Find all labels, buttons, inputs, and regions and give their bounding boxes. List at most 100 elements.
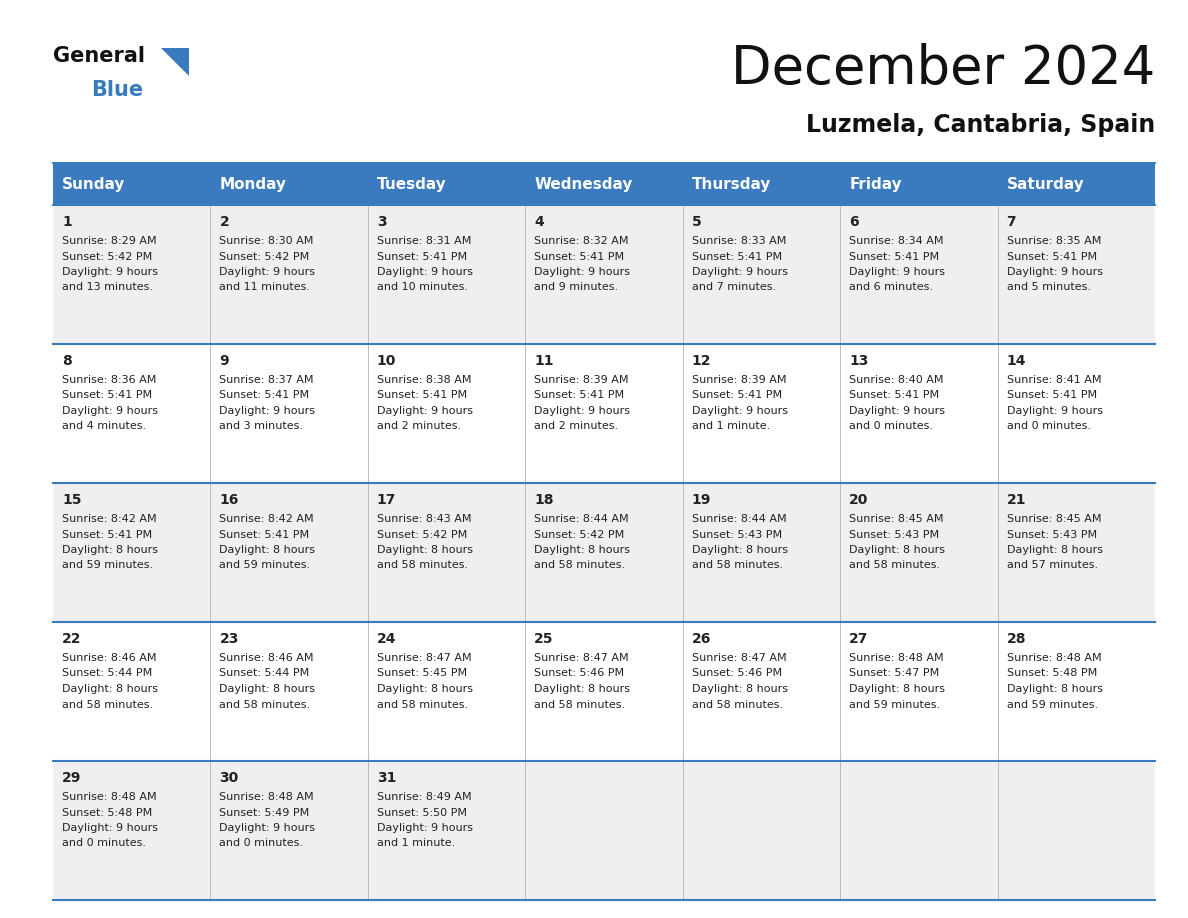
Text: and 0 minutes.: and 0 minutes. bbox=[1006, 421, 1091, 431]
Text: Daylight: 8 hours: Daylight: 8 hours bbox=[62, 684, 158, 694]
Polygon shape bbox=[162, 48, 189, 76]
Text: Daylight: 9 hours: Daylight: 9 hours bbox=[849, 406, 946, 416]
Text: Sunset: 5:41 PM: Sunset: 5:41 PM bbox=[535, 390, 625, 400]
Text: and 0 minutes.: and 0 minutes. bbox=[849, 421, 933, 431]
Text: Sunrise: 8:39 AM: Sunrise: 8:39 AM bbox=[535, 375, 628, 385]
Text: Daylight: 8 hours: Daylight: 8 hours bbox=[1006, 684, 1102, 694]
Text: and 13 minutes.: and 13 minutes. bbox=[62, 283, 153, 293]
Text: Blue: Blue bbox=[91, 80, 143, 100]
Text: Sunset: 5:41 PM: Sunset: 5:41 PM bbox=[377, 252, 467, 262]
Text: 10: 10 bbox=[377, 354, 397, 368]
Text: Saturday: Saturday bbox=[1006, 176, 1085, 192]
Text: Sunrise: 8:38 AM: Sunrise: 8:38 AM bbox=[377, 375, 472, 385]
Text: 5: 5 bbox=[691, 215, 701, 229]
Text: 6: 6 bbox=[849, 215, 859, 229]
Text: and 58 minutes.: and 58 minutes. bbox=[691, 561, 783, 570]
Text: Sunset: 5:42 PM: Sunset: 5:42 PM bbox=[62, 252, 152, 262]
Text: December 2024: December 2024 bbox=[731, 43, 1155, 95]
Text: Sunset: 5:45 PM: Sunset: 5:45 PM bbox=[377, 668, 467, 678]
Text: Sunrise: 8:42 AM: Sunrise: 8:42 AM bbox=[62, 514, 157, 524]
Text: 30: 30 bbox=[220, 771, 239, 785]
Text: Thursday: Thursday bbox=[691, 176, 771, 192]
Text: 7: 7 bbox=[1006, 215, 1016, 229]
Text: Sunset: 5:46 PM: Sunset: 5:46 PM bbox=[691, 668, 782, 678]
Text: 24: 24 bbox=[377, 632, 397, 646]
Text: Sunset: 5:41 PM: Sunset: 5:41 PM bbox=[1006, 252, 1097, 262]
Text: Sunrise: 8:33 AM: Sunrise: 8:33 AM bbox=[691, 236, 786, 246]
Text: Sunrise: 8:36 AM: Sunrise: 8:36 AM bbox=[62, 375, 157, 385]
Text: Daylight: 9 hours: Daylight: 9 hours bbox=[62, 406, 158, 416]
Text: Sunset: 5:41 PM: Sunset: 5:41 PM bbox=[691, 390, 782, 400]
Text: and 58 minutes.: and 58 minutes. bbox=[535, 561, 625, 570]
Text: Sunrise: 8:42 AM: Sunrise: 8:42 AM bbox=[220, 514, 314, 524]
Text: Sunrise: 8:46 AM: Sunrise: 8:46 AM bbox=[220, 653, 314, 663]
Text: Daylight: 9 hours: Daylight: 9 hours bbox=[220, 406, 316, 416]
Text: 25: 25 bbox=[535, 632, 554, 646]
Bar bbox=[53, 761, 1155, 900]
Text: Daylight: 8 hours: Daylight: 8 hours bbox=[535, 545, 631, 555]
Text: Sunrise: 8:35 AM: Sunrise: 8:35 AM bbox=[1006, 236, 1101, 246]
Text: Sunrise: 8:34 AM: Sunrise: 8:34 AM bbox=[849, 236, 943, 246]
Text: 22: 22 bbox=[62, 632, 82, 646]
Text: Sunset: 5:43 PM: Sunset: 5:43 PM bbox=[849, 530, 940, 540]
Text: and 4 minutes.: and 4 minutes. bbox=[62, 421, 146, 431]
Text: Daylight: 9 hours: Daylight: 9 hours bbox=[849, 267, 946, 277]
Text: Daylight: 9 hours: Daylight: 9 hours bbox=[535, 406, 631, 416]
Text: and 58 minutes.: and 58 minutes. bbox=[377, 700, 468, 710]
Text: Sunrise: 8:48 AM: Sunrise: 8:48 AM bbox=[220, 792, 314, 802]
Text: Daylight: 9 hours: Daylight: 9 hours bbox=[220, 823, 316, 833]
Text: and 2 minutes.: and 2 minutes. bbox=[377, 421, 461, 431]
Text: Sunset: 5:47 PM: Sunset: 5:47 PM bbox=[849, 668, 940, 678]
Text: Sunset: 5:41 PM: Sunset: 5:41 PM bbox=[535, 252, 625, 262]
Text: 16: 16 bbox=[220, 493, 239, 507]
Text: Sunset: 5:41 PM: Sunset: 5:41 PM bbox=[377, 390, 467, 400]
Text: 13: 13 bbox=[849, 354, 868, 368]
Text: Daylight: 9 hours: Daylight: 9 hours bbox=[535, 267, 631, 277]
Text: Sunset: 5:41 PM: Sunset: 5:41 PM bbox=[62, 530, 152, 540]
Text: 3: 3 bbox=[377, 215, 386, 229]
Text: Sunset: 5:41 PM: Sunset: 5:41 PM bbox=[849, 252, 940, 262]
Text: Daylight: 9 hours: Daylight: 9 hours bbox=[220, 267, 316, 277]
Text: 12: 12 bbox=[691, 354, 712, 368]
Text: and 58 minutes.: and 58 minutes. bbox=[220, 700, 310, 710]
Text: Daylight: 9 hours: Daylight: 9 hours bbox=[1006, 406, 1102, 416]
Text: Sunset: 5:46 PM: Sunset: 5:46 PM bbox=[535, 668, 625, 678]
Text: Sunrise: 8:32 AM: Sunrise: 8:32 AM bbox=[535, 236, 628, 246]
Text: 14: 14 bbox=[1006, 354, 1026, 368]
Text: and 59 minutes.: and 59 minutes. bbox=[1006, 700, 1098, 710]
Text: and 2 minutes.: and 2 minutes. bbox=[535, 421, 619, 431]
Text: Sunrise: 8:30 AM: Sunrise: 8:30 AM bbox=[220, 236, 314, 246]
Bar bbox=[53, 344, 1155, 483]
Text: 15: 15 bbox=[62, 493, 82, 507]
Text: and 1 minute.: and 1 minute. bbox=[691, 421, 770, 431]
Text: Daylight: 8 hours: Daylight: 8 hours bbox=[377, 545, 473, 555]
Text: Sunset: 5:44 PM: Sunset: 5:44 PM bbox=[220, 668, 310, 678]
Bar bbox=[53, 205, 1155, 344]
Text: and 6 minutes.: and 6 minutes. bbox=[849, 283, 933, 293]
Text: Sunrise: 8:45 AM: Sunrise: 8:45 AM bbox=[1006, 514, 1101, 524]
Bar bbox=[525, 163, 683, 205]
Text: Sunrise: 8:49 AM: Sunrise: 8:49 AM bbox=[377, 792, 472, 802]
Text: Sunset: 5:42 PM: Sunset: 5:42 PM bbox=[220, 252, 310, 262]
Text: Sunset: 5:41 PM: Sunset: 5:41 PM bbox=[691, 252, 782, 262]
Text: Daylight: 8 hours: Daylight: 8 hours bbox=[849, 684, 946, 694]
Bar bbox=[53, 483, 1155, 622]
Text: 11: 11 bbox=[535, 354, 554, 368]
Text: Tuesday: Tuesday bbox=[377, 176, 447, 192]
Text: Sunrise: 8:44 AM: Sunrise: 8:44 AM bbox=[691, 514, 786, 524]
Text: Daylight: 8 hours: Daylight: 8 hours bbox=[535, 684, 631, 694]
Text: Friday: Friday bbox=[849, 176, 902, 192]
Text: Sunset: 5:42 PM: Sunset: 5:42 PM bbox=[535, 530, 625, 540]
Text: Sunrise: 8:47 AM: Sunrise: 8:47 AM bbox=[377, 653, 472, 663]
Text: and 3 minutes.: and 3 minutes. bbox=[220, 421, 303, 431]
Text: 2: 2 bbox=[220, 215, 229, 229]
Text: and 59 minutes.: and 59 minutes. bbox=[220, 561, 310, 570]
Text: Daylight: 9 hours: Daylight: 9 hours bbox=[691, 267, 788, 277]
Text: Sunset: 5:50 PM: Sunset: 5:50 PM bbox=[377, 808, 467, 818]
Text: Daylight: 9 hours: Daylight: 9 hours bbox=[377, 823, 473, 833]
Text: and 57 minutes.: and 57 minutes. bbox=[1006, 561, 1098, 570]
Text: and 58 minutes.: and 58 minutes. bbox=[377, 561, 468, 570]
Text: and 58 minutes.: and 58 minutes. bbox=[849, 561, 940, 570]
Text: Sunrise: 8:41 AM: Sunrise: 8:41 AM bbox=[1006, 375, 1101, 385]
Text: and 5 minutes.: and 5 minutes. bbox=[1006, 283, 1091, 293]
